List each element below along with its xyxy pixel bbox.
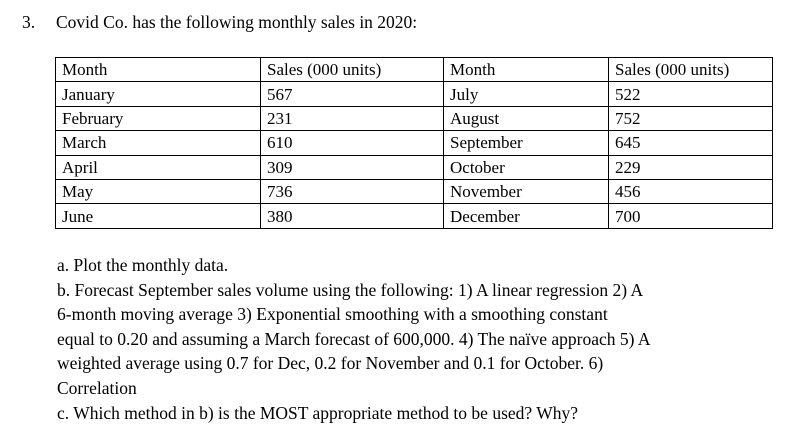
month-cell: September [443, 130, 609, 156]
sales-cell: 522 [608, 81, 773, 107]
table-row: May 736 November 456 [55, 178, 773, 205]
sales-cell: 736 [260, 178, 444, 205]
table-row: January 567 July 522 [55, 81, 773, 107]
month-cell: November [443, 178, 609, 205]
sales-cell: 456 [608, 178, 773, 205]
part-a-text: a. Plot the monthly data. [57, 255, 229, 275]
column-header-sales-2: Sales (000 units) [608, 56, 773, 83]
sales-cell: 610 [260, 130, 444, 156]
sales-cell: 380 [260, 203, 444, 229]
part-b-line-1: b. Forecast September sales volume using… [57, 279, 644, 300]
month-cell: April [55, 154, 261, 180]
part-b-line-4: weighted average using 0.7 for Dec, 0.2 … [57, 353, 604, 374]
part-b-line-2: 6-month moving average 3) Exponential sm… [57, 304, 608, 325]
column-header-month-2: Month [443, 56, 609, 83]
question-parts: a. Plot the monthly data. b. Forecast Se… [57, 253, 772, 425]
question-heading: 3. Covid Co. has the following monthly s… [22, 11, 417, 33]
sales-cell: 231 [260, 105, 444, 132]
table-row: April 309 October 229 [55, 154, 773, 180]
month-cell: January [55, 81, 261, 107]
month-cell: June [55, 203, 261, 229]
sales-cell: 752 [608, 105, 773, 132]
table-row: June 380 December 700 [55, 203, 773, 229]
month-cell: July [443, 81, 609, 107]
sales-cell: 229 [608, 154, 773, 180]
question-intro: Covid Co. has the following monthly sale… [56, 12, 418, 32]
month-cell: May [55, 178, 261, 205]
column-header-sales-1: Sales (000 units) [260, 56, 444, 83]
month-cell: February [55, 105, 261, 132]
sales-cell: 309 [260, 154, 444, 180]
part-b-line-5: Correlation [57, 377, 137, 398]
month-cell: March [55, 130, 261, 156]
month-cell: October [443, 154, 609, 180]
table-row: March 610 September 645 [55, 130, 773, 156]
part-b-line-3: equal to 0.20 and assuming a March forec… [57, 328, 651, 349]
part-c-text: c. Which method in b) is the MOST approp… [57, 402, 579, 423]
sales-cell: 645 [608, 130, 773, 156]
question-number: 3. [22, 12, 36, 32]
column-header-month-1: Month [55, 56, 261, 83]
table-header-row: Month Sales (000 units) Month Sales (000… [55, 56, 773, 83]
sales-cell: 700 [608, 203, 773, 229]
month-cell: December [443, 203, 609, 229]
month-cell: August [443, 105, 609, 132]
sales-cell: 567 [260, 81, 444, 107]
table-row: February 231 August 752 [55, 105, 773, 132]
monthly-sales-table: Month Sales (000 units) Month Sales (000… [55, 56, 773, 229]
